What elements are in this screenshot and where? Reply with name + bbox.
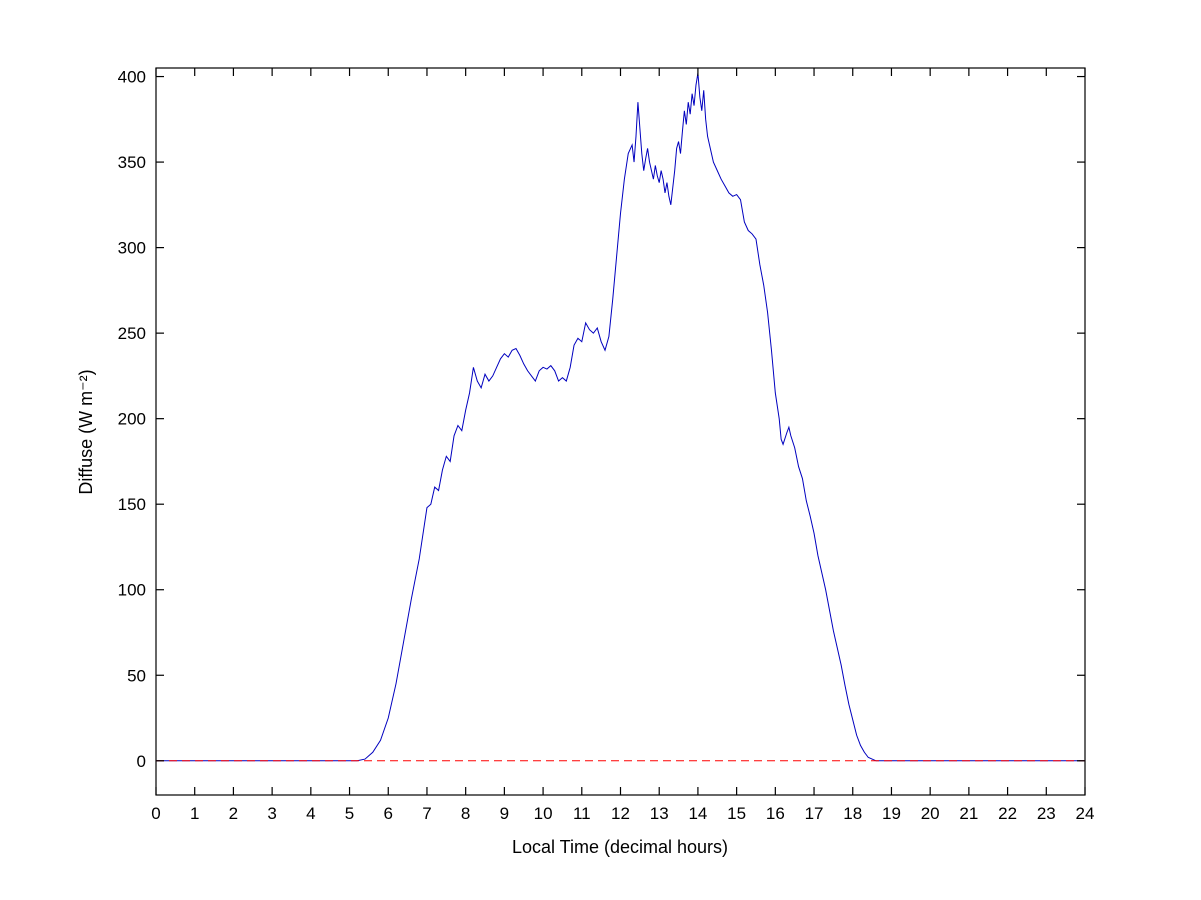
x-tick-label: 15 xyxy=(727,804,746,823)
series-diffuse-irradiance xyxy=(156,73,1085,762)
x-tick-label: 23 xyxy=(1037,804,1056,823)
axes-layer xyxy=(155,67,1086,796)
x-tick-label: 24 xyxy=(1076,804,1095,823)
x-tick-label: 1 xyxy=(190,804,199,823)
y-tick-label: 0 xyxy=(137,752,146,771)
x-tick-label: 4 xyxy=(306,804,315,823)
ticks-layer: 0 1 2 3 4 5 6 7 8 9 10 11 12 13 14 15 16 17 18 19 20 21 22 23 24… xyxy=(118,68,1095,823)
x-tick-label: 6 xyxy=(384,804,393,823)
y-tick-label: 50 xyxy=(127,666,146,685)
x-tick-label: 17 xyxy=(805,804,824,823)
x-tick-label: 18 xyxy=(843,804,862,823)
y-axis-label: Diffuse (W m⁻²) xyxy=(76,369,96,494)
x-tick-label: 9 xyxy=(500,804,509,823)
x-tick-label: 7 xyxy=(422,804,431,823)
x-tick-label: 3 xyxy=(267,804,276,823)
y-tick-label: 300 xyxy=(118,239,146,258)
series-layer xyxy=(156,73,1085,762)
x-tick-label: 19 xyxy=(882,804,901,823)
x-tick-label: 16 xyxy=(766,804,785,823)
x-tick-label: 10 xyxy=(534,804,553,823)
x-tick-label: 14 xyxy=(688,804,707,823)
x-tick-label: 13 xyxy=(650,804,669,823)
x-tick-label: 2 xyxy=(229,804,238,823)
x-tick-label: 20 xyxy=(921,804,940,823)
y-tick-label: 200 xyxy=(118,410,146,429)
x-tick-label: 12 xyxy=(611,804,630,823)
x-tick-label: 21 xyxy=(959,804,978,823)
x-tick-label: 5 xyxy=(345,804,354,823)
y-tick-label: 400 xyxy=(118,68,146,87)
x-tick-label: 11 xyxy=(573,804,591,823)
axes-box xyxy=(155,67,1086,796)
y-tick-label: 250 xyxy=(118,324,146,343)
y-tick-label: 100 xyxy=(118,581,146,600)
y-tick-label: 350 xyxy=(118,153,146,172)
y-tick-label: 150 xyxy=(118,495,146,514)
x-tick-label: 8 xyxy=(461,804,470,823)
x-tick-label: 0 xyxy=(151,804,160,823)
x-axis-label: Local Time (decimal hours) xyxy=(512,837,728,857)
x-tick-label: 22 xyxy=(998,804,1017,823)
